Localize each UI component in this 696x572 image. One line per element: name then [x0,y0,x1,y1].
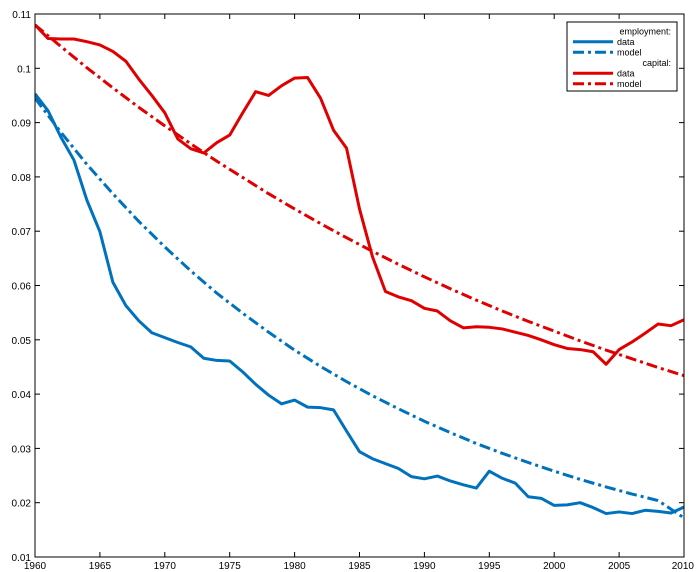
legend-label: model [617,79,642,89]
x-tick-label: 1990 [413,561,436,572]
employment-model-line [35,97,684,520]
y-tick-label: 0.06 [12,282,32,293]
plot-frame [34,13,685,558]
x-tick-label: 1975 [219,561,242,572]
capital-data-line [35,23,684,366]
y-tick-label: 0.1 [17,64,31,75]
y-tick-label: 0.08 [12,173,32,184]
legend-heading: capital: [642,58,671,68]
tick-marks [34,13,685,558]
x-tick-label: 1985 [348,561,371,572]
y-tick-label: 0.02 [12,499,32,510]
legend-heading: employment: [619,26,671,36]
y-tick-label: 0.11 [12,10,31,21]
legend-label: data [617,37,635,47]
x-tick-label: 1980 [283,561,306,572]
y-tick-label: 0.03 [12,444,32,455]
x-tick-label: 1965 [89,561,112,572]
x-tick-label: 1970 [154,561,177,572]
y-tick-label: 0.05 [12,336,32,347]
y-tick-label: 0.01 [12,553,32,564]
legend-label: data [617,68,635,78]
y-tick-label: 0.09 [12,119,32,130]
employment-data-line [35,92,684,516]
y-tick-label: 0.04 [12,390,32,401]
legend-box [566,21,678,92]
capital-model-line [35,23,684,378]
x-tick-label: 2005 [608,561,631,572]
tick-labels: 1960 1965 1970 1975 1980 1985 1990 1995 2000 2005… [12,10,695,572]
x-tick-label: 2000 [543,561,566,572]
x-tick-label: 1995 [478,561,501,572]
axes [34,13,685,558]
legend-label: model [617,47,642,57]
x-tick-label: 2010 [672,561,695,572]
x-tick-label: 1960 [24,561,47,572]
y-tick-label: 0.07 [12,227,32,238]
plot-lines [35,23,684,520]
